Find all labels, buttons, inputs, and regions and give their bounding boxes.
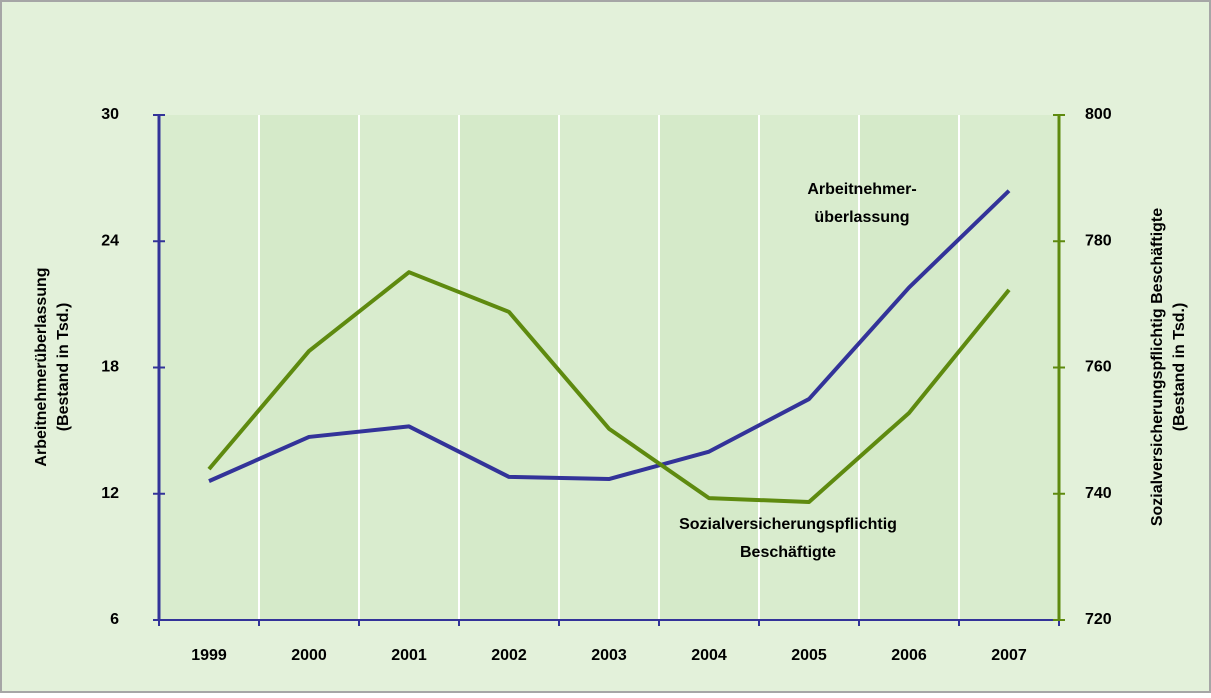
y2-tick-label: 780	[1085, 232, 1112, 249]
x-tick-label: 2003	[591, 647, 627, 664]
y2-tick-label: 720	[1085, 611, 1112, 628]
y2-tick-label: 740	[1085, 485, 1112, 502]
x-tick-label: 2001	[391, 647, 427, 664]
x-tick-label: 2005	[791, 647, 827, 664]
y2-tick-label: 760	[1085, 359, 1112, 376]
annotation: Sozialversicherungspflichtig	[679, 516, 897, 533]
plot-band	[359, 115, 459, 620]
series-line	[207, 270, 1011, 504]
plot-band	[759, 115, 859, 620]
plot-band	[559, 115, 659, 620]
y2-tick-label: 800	[1085, 106, 1112, 123]
y-axis-title: Arbeitnehmerüberlassung	[33, 267, 50, 466]
y-tick-label: 30	[101, 106, 119, 123]
plot-band	[659, 115, 759, 620]
annotation: Beschäftigte	[740, 544, 836, 561]
x-tick-label: 2000	[291, 647, 327, 664]
plot-band	[959, 115, 1059, 620]
plot-band	[459, 115, 559, 620]
x-tick-label: 2002	[491, 647, 527, 664]
y-tick-label: 6	[110, 611, 119, 628]
y2-axis-title: Sozialversicherungspflichtig Beschäftigt…	[1149, 208, 1166, 526]
annotation: Arbeitnehmer-	[807, 181, 916, 198]
plot-band	[159, 115, 259, 620]
plot-band	[259, 115, 359, 620]
y2-axis-title: (Bestand in Tsd.)	[1171, 303, 1188, 432]
x-tick-label: 1999	[191, 647, 227, 664]
y-axis-title: (Bestand in Tsd.)	[55, 303, 72, 432]
y-tick-label: 24	[101, 232, 119, 249]
y-tick-label: 12	[101, 485, 119, 502]
x-tick-label: 2006	[891, 647, 927, 664]
plot-band	[859, 115, 959, 620]
series-line	[208, 189, 1011, 483]
x-tick-label: 2007	[991, 647, 1027, 664]
annotation: überlassung	[814, 209, 909, 226]
y-tick-label: 18	[101, 359, 119, 376]
x-tick-label: 2004	[691, 647, 727, 664]
